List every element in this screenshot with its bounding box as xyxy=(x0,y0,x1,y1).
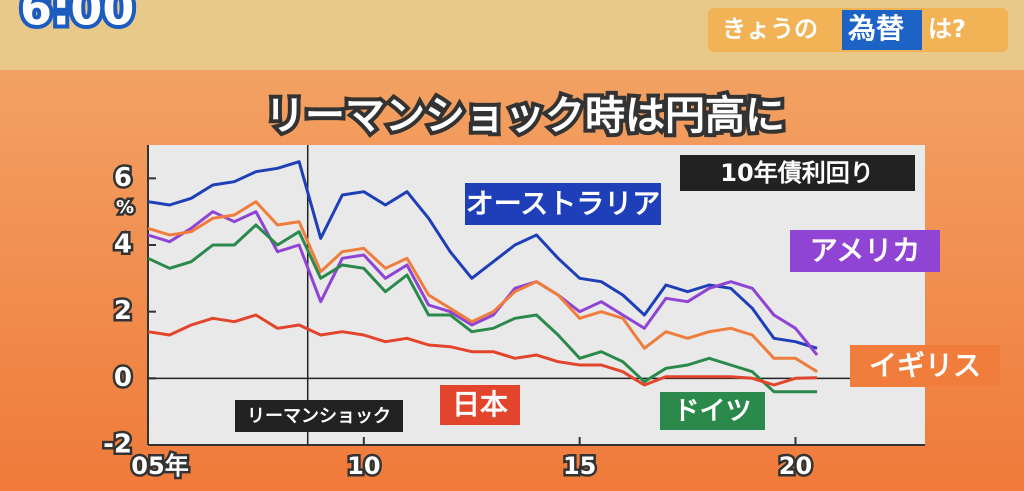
series-label: ドイツ xyxy=(673,397,751,427)
subtitle: 10年債利回り xyxy=(720,159,873,187)
chart-title: リーマンショック時は円高に xyxy=(265,93,785,139)
series-label-box xyxy=(660,392,765,430)
series-label: アメリカ xyxy=(810,234,921,267)
series-label-box xyxy=(790,230,940,272)
x-tick-label: 20 xyxy=(779,452,812,480)
x-tick-label: 15 xyxy=(563,452,596,480)
series-label: オーストラリア xyxy=(466,187,661,220)
y-tick-label: 6 xyxy=(114,163,132,193)
banner-text: 為替 xyxy=(848,12,904,45)
series-label: イギリス xyxy=(869,349,981,382)
x-tick-label: 05年 xyxy=(131,452,188,480)
y-unit: % xyxy=(116,197,134,218)
series-label-box xyxy=(440,385,520,425)
series-line xyxy=(147,223,818,394)
series-label-box xyxy=(850,345,1000,387)
series-label: 日本 xyxy=(452,388,508,421)
banner-highlight xyxy=(842,10,922,50)
series-line xyxy=(147,313,818,387)
series-label-box xyxy=(465,183,661,225)
clock: 6:00 xyxy=(20,0,134,36)
series-line xyxy=(147,210,819,356)
banner-text: は? xyxy=(928,15,966,43)
series-line xyxy=(147,160,818,350)
y-tick-label: 0 xyxy=(114,363,132,393)
y-tick-label: 2 xyxy=(114,296,132,326)
event-label: リーマンショック xyxy=(247,406,391,427)
y-tick-label: -2 xyxy=(103,430,132,460)
subtitle-box xyxy=(680,155,915,191)
event-label-box xyxy=(235,400,403,432)
y-tick-label: 4 xyxy=(114,230,132,260)
series-line xyxy=(147,200,818,373)
banner-text: きょうの xyxy=(722,15,818,43)
x-tick-label: 10 xyxy=(347,452,380,480)
